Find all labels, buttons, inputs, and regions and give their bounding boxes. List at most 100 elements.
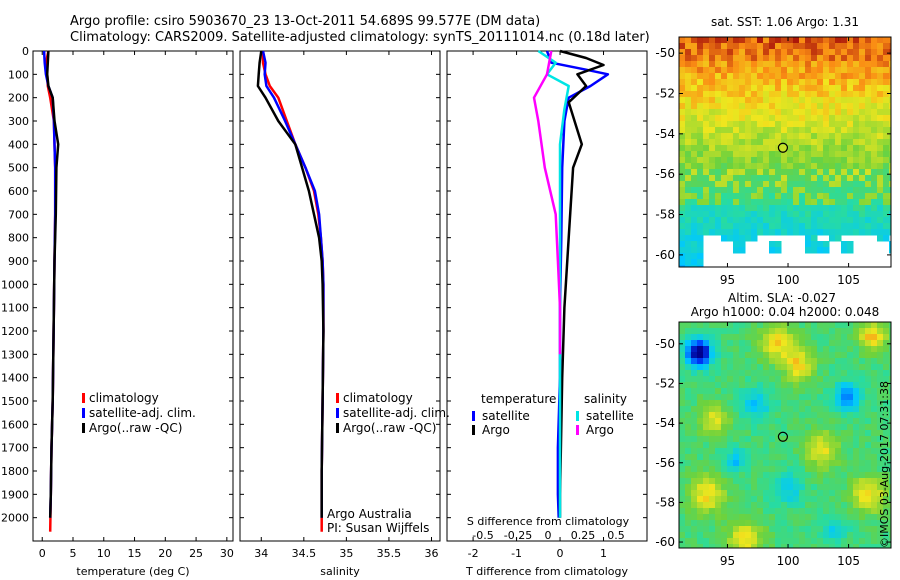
- sla-map-cell: [823, 490, 830, 497]
- sla-map-cell: [757, 400, 764, 407]
- sst-map-cell: [817, 199, 824, 206]
- sla-map-cell: [799, 358, 806, 365]
- sla-map-cell: [787, 514, 794, 521]
- sla-map-cell: [847, 412, 854, 419]
- sla-map-cell: [799, 436, 806, 443]
- sla-map-cell: [757, 502, 764, 509]
- sla-map-cell: [787, 508, 794, 515]
- sst-map-cell: [787, 97, 794, 104]
- difference-xlabel: T difference from climatology: [465, 565, 628, 578]
- sla-map-cell: [697, 484, 704, 491]
- sla-map-cell: [679, 376, 686, 383]
- sst-map-cell: [739, 121, 746, 128]
- sst-map-cell: [859, 49, 866, 56]
- sst-map-cell: [769, 193, 776, 200]
- sst-map-cell: [697, 49, 704, 56]
- sla-map-cell: [733, 430, 740, 437]
- sla-map-cell: [703, 508, 710, 515]
- sst-map-cell: [703, 67, 710, 74]
- sst-map-cell: [871, 61, 878, 68]
- difference-legend-swatch: [576, 425, 579, 435]
- sla-map-cell: [793, 412, 800, 419]
- sla-map-cell: [769, 460, 776, 467]
- sst-map-cell: [691, 247, 698, 254]
- sst-map-cell: [811, 163, 818, 170]
- depth-tick-label: 1600: [1, 418, 29, 431]
- sla-map-cell: [709, 508, 716, 515]
- sla-map-cell: [715, 526, 722, 533]
- sst-map-cell: [775, 73, 782, 80]
- sla-map-cell: [847, 532, 854, 539]
- sla-map-cell: [685, 406, 692, 413]
- sst-map-cell: [847, 61, 854, 68]
- sst-map-cell: [799, 115, 806, 122]
- sla-map-cell: [691, 490, 698, 497]
- sst-map-cell: [763, 115, 770, 122]
- sst-map-cell: [727, 49, 734, 56]
- sst-map-cell: [685, 121, 692, 128]
- sst-map-cell: [847, 151, 854, 158]
- sst-map-cell: [835, 73, 842, 80]
- sst-map-cell: [889, 199, 891, 206]
- sst-map-cell: [697, 37, 704, 44]
- sla-map-cell: [763, 514, 770, 521]
- sst-map-cell: [859, 211, 866, 218]
- sla-map-cell: [757, 496, 764, 503]
- sst-map-cell: [775, 67, 782, 74]
- sst-map-cell: [781, 163, 788, 170]
- sla-map-cell: [865, 358, 872, 365]
- sla-map-cell: [811, 466, 818, 473]
- sla-map-cell: [691, 328, 698, 335]
- sst-map-cell: [841, 79, 848, 86]
- sst-map-cell: [823, 187, 830, 194]
- sst-map-cell: [709, 91, 716, 98]
- sst-map-cell: [877, 157, 884, 164]
- sst-map-cell: [745, 79, 752, 86]
- sla-map-cell: [799, 442, 806, 449]
- sla-map-cell: [811, 526, 818, 533]
- sla-map-cell: [847, 478, 854, 485]
- sla-map-cell: [871, 448, 878, 455]
- sst-map-cell: [871, 85, 878, 92]
- sla-map-cell: [841, 442, 848, 449]
- sst-map-cell: [889, 247, 891, 254]
- sla-map-cell: [763, 436, 770, 443]
- sst-map-cell: [823, 193, 830, 200]
- sla-map-cell: [781, 394, 788, 401]
- sst-map-cell: [853, 181, 860, 188]
- sst-map-cell: [853, 211, 860, 218]
- sla-map-cell: [793, 424, 800, 431]
- sla-map-cell: [721, 436, 728, 443]
- sst-map-cell: [841, 97, 848, 104]
- sst-map-cell: [739, 73, 746, 80]
- sla-map-cell: [697, 544, 704, 548]
- sst-map-cell: [721, 175, 728, 182]
- sst-map-cell: [685, 157, 692, 164]
- sla-map-cell: [883, 400, 890, 407]
- sst-map-cell: [829, 175, 836, 182]
- sla-map-cell: [745, 532, 752, 539]
- sst-map-cell: [715, 205, 722, 212]
- sla-map-cell: [697, 376, 704, 383]
- sst-map-cell: [859, 229, 866, 236]
- sla-map-cell: [871, 382, 878, 389]
- sla-map-cell: [889, 442, 891, 449]
- sla-map-cell: [787, 520, 794, 527]
- sla-map-cell: [727, 328, 734, 335]
- difference-series-temperature-argo: [558, 49, 605, 518]
- sst-map-cell: [691, 193, 698, 200]
- sst-map-cell: [715, 217, 722, 224]
- sst-map-cell: [853, 217, 860, 224]
- sst-map-cell: [757, 79, 764, 86]
- sst-map-cell: [745, 67, 752, 74]
- sla-map-cell: [793, 472, 800, 479]
- sst-map-cell: [877, 43, 884, 50]
- sst-map-cell: [889, 175, 891, 182]
- sla-map-cell: [709, 454, 716, 461]
- sst-map-cell: [685, 235, 692, 242]
- sla-map-cell: [721, 448, 728, 455]
- sla-map-cell: [835, 490, 842, 497]
- sla-map-cell: [685, 418, 692, 425]
- sst-map-cell: [751, 217, 758, 224]
- sla-map-cell: [733, 538, 740, 545]
